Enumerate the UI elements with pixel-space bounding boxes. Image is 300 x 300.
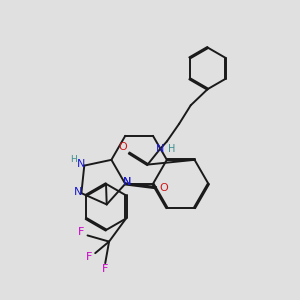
Text: N: N xyxy=(123,176,131,187)
Text: N: N xyxy=(156,144,164,154)
Text: N: N xyxy=(74,187,82,196)
Text: F: F xyxy=(78,226,85,237)
Text: N: N xyxy=(77,159,86,169)
Text: O: O xyxy=(159,183,168,193)
Text: F: F xyxy=(86,252,92,262)
Text: H: H xyxy=(70,155,77,164)
Text: F: F xyxy=(102,264,108,274)
Text: H: H xyxy=(168,144,175,154)
Text: O: O xyxy=(118,142,127,152)
Text: N: N xyxy=(123,176,131,187)
